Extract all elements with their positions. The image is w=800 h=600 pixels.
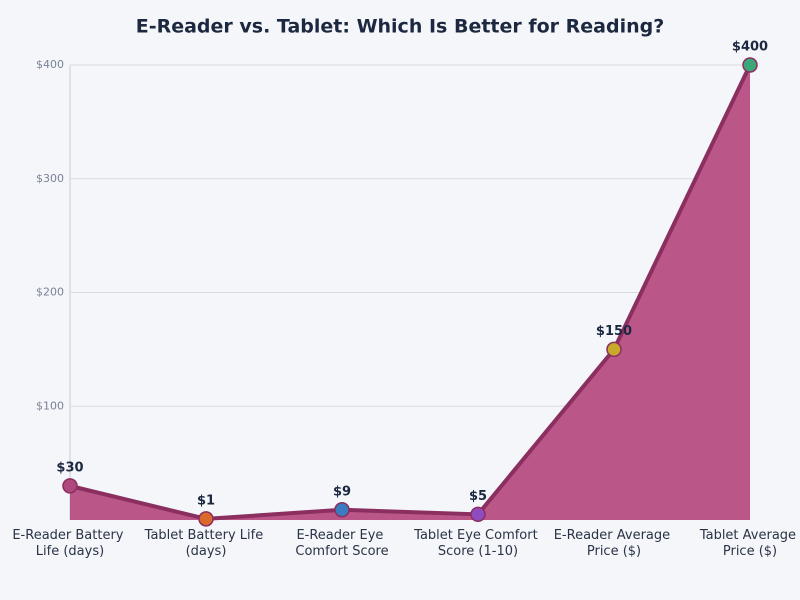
y-tick-label: $300 [36, 172, 64, 185]
y-tick-label: $100 [36, 399, 64, 412]
x-tick-label: E-Reader Eye Comfort Score [295, 528, 388, 559]
data-label: $150 [596, 324, 632, 339]
data-point [606, 341, 622, 358]
x-tick-label: Tablet Eye Comfort Score (1-10) [413, 528, 542, 559]
y-tick-label: $400 [36, 58, 64, 71]
chart-title: E-Reader vs. Tablet: Which Is Better for… [136, 16, 665, 38]
line [69, 64, 752, 521]
data-point [62, 478, 78, 494]
x-tick-label: E-Reader Battery Life (days) [12, 528, 127, 559]
data-point [742, 57, 758, 73]
data-label: $9 [333, 484, 351, 499]
x-tick-label: Tablet Battery Life (days) [144, 528, 268, 559]
data-point [198, 511, 214, 527]
data-point [470, 506, 486, 523]
data-label: $400 [732, 40, 768, 55]
x-tick-label: Tablet Average Price ($) [699, 528, 800, 559]
x-tick-label: E-Reader Average Price ($) [554, 528, 675, 559]
data-label: $5 [469, 489, 487, 504]
data-point [334, 502, 350, 518]
data-label: $1 [197, 493, 215, 508]
data-label: $30 [56, 460, 83, 475]
y-tick-label: $200 [36, 286, 64, 299]
area [70, 65, 750, 520]
